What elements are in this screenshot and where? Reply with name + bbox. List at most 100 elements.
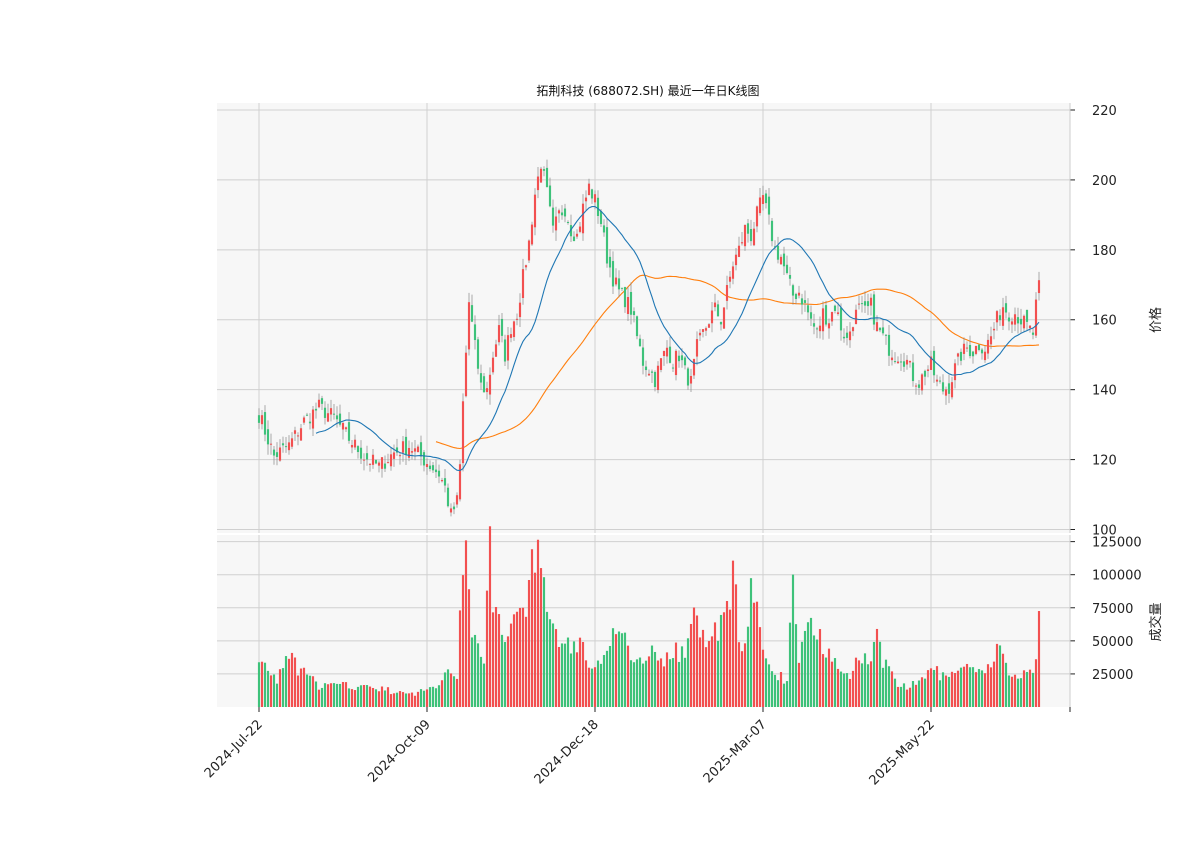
volume-bar bbox=[770, 671, 774, 707]
candle-body bbox=[401, 441, 405, 453]
ma-short-layer bbox=[315, 206, 1040, 472]
ma-long-line bbox=[435, 274, 1040, 450]
volume-bar bbox=[281, 668, 285, 707]
volume-bar bbox=[650, 645, 654, 707]
volume-bar bbox=[893, 678, 897, 707]
candle-body bbox=[500, 318, 504, 336]
candle-body bbox=[941, 382, 945, 392]
candle-body bbox=[563, 208, 567, 217]
volume-bar bbox=[356, 686, 360, 707]
volume-bar bbox=[719, 614, 723, 707]
volume-bar bbox=[443, 672, 447, 707]
volume-bar bbox=[890, 671, 894, 707]
volume-tick-label: 50000 bbox=[1092, 635, 1133, 650]
volume-bar bbox=[818, 629, 822, 707]
candle-body bbox=[605, 227, 609, 264]
candle-body bbox=[854, 309, 858, 325]
volume-bar bbox=[815, 639, 819, 707]
volume-bar bbox=[569, 653, 573, 707]
volume-bar bbox=[584, 660, 588, 707]
volume-tick-label: 100000 bbox=[1092, 569, 1142, 584]
candle-body bbox=[479, 373, 483, 383]
candle-body bbox=[821, 308, 825, 332]
candle-body bbox=[857, 303, 861, 305]
volume-bar bbox=[791, 574, 795, 707]
volume-bar bbox=[308, 675, 312, 707]
volume-bar bbox=[545, 611, 549, 707]
candle-body bbox=[986, 339, 990, 354]
candle-body bbox=[632, 311, 636, 316]
candle-body bbox=[281, 443, 285, 446]
volume-bar bbox=[1031, 672, 1035, 707]
volume-bar bbox=[422, 690, 426, 707]
candle-body bbox=[398, 455, 402, 457]
volume-bar bbox=[557, 646, 561, 707]
candle-body bbox=[629, 291, 633, 315]
candle-body bbox=[887, 334, 891, 356]
candle-body bbox=[788, 274, 792, 279]
candle-body bbox=[539, 168, 543, 183]
volume-bar bbox=[1004, 662, 1008, 707]
candle-body bbox=[800, 298, 804, 305]
volume-bar bbox=[983, 673, 987, 707]
candle-body bbox=[1016, 317, 1020, 324]
candle-body bbox=[716, 304, 720, 317]
candle-body bbox=[812, 323, 816, 327]
candle-body bbox=[524, 265, 528, 268]
candle-body bbox=[881, 327, 885, 334]
candle-body bbox=[434, 469, 438, 473]
volume-bar bbox=[668, 659, 672, 707]
volume-bar bbox=[353, 690, 357, 707]
volume-bar bbox=[1028, 669, 1032, 707]
volume-tick-label: 75000 bbox=[1092, 602, 1133, 617]
candle-body bbox=[560, 212, 564, 216]
candle-body bbox=[944, 389, 948, 396]
candle-body bbox=[485, 388, 489, 393]
volume-bar bbox=[905, 689, 909, 707]
volume-bar bbox=[1010, 676, 1014, 707]
volume-bar bbox=[1034, 659, 1038, 707]
candle-body bbox=[851, 327, 855, 332]
price-axis-label: 价格 bbox=[1148, 307, 1164, 333]
volume-bar bbox=[485, 590, 489, 707]
candle-body bbox=[521, 269, 525, 299]
candle-body bbox=[368, 463, 372, 465]
candle-body bbox=[407, 447, 411, 458]
candle-body bbox=[836, 312, 840, 315]
volume-bar bbox=[338, 683, 342, 707]
volume-bar bbox=[269, 675, 273, 707]
candle-body bbox=[425, 464, 429, 468]
candle-body bbox=[974, 345, 978, 354]
volume-bar bbox=[302, 667, 306, 707]
volume-bar bbox=[971, 667, 975, 707]
volume-bar bbox=[947, 676, 951, 707]
candle-body bbox=[869, 297, 873, 306]
volume-bar bbox=[734, 584, 738, 707]
candle-body bbox=[419, 442, 423, 457]
candle-body bbox=[782, 253, 786, 267]
candle-body bbox=[533, 194, 537, 228]
volume-bar bbox=[287, 658, 291, 707]
volume-bar bbox=[614, 634, 618, 707]
candle-body bbox=[299, 428, 303, 441]
candle-body bbox=[902, 361, 906, 367]
candle-body bbox=[665, 347, 669, 357]
candle-body bbox=[692, 358, 696, 376]
grid-lines bbox=[217, 103, 1070, 707]
volume-bar bbox=[758, 627, 762, 707]
volume-bar bbox=[680, 646, 684, 707]
candle-body bbox=[548, 185, 552, 207]
volume-bar bbox=[329, 683, 333, 707]
volume-bar bbox=[296, 675, 300, 707]
candle-body bbox=[956, 353, 960, 357]
candle-body bbox=[581, 203, 585, 234]
candle-body bbox=[305, 414, 309, 416]
volume-bar bbox=[836, 668, 840, 707]
volume-bar bbox=[398, 691, 402, 707]
candle-body bbox=[677, 355, 681, 362]
volume-bar bbox=[932, 669, 936, 707]
candle-body bbox=[593, 194, 597, 203]
volume-bar bbox=[317, 689, 321, 707]
volume-bar bbox=[347, 688, 351, 707]
candle-body bbox=[935, 379, 939, 382]
